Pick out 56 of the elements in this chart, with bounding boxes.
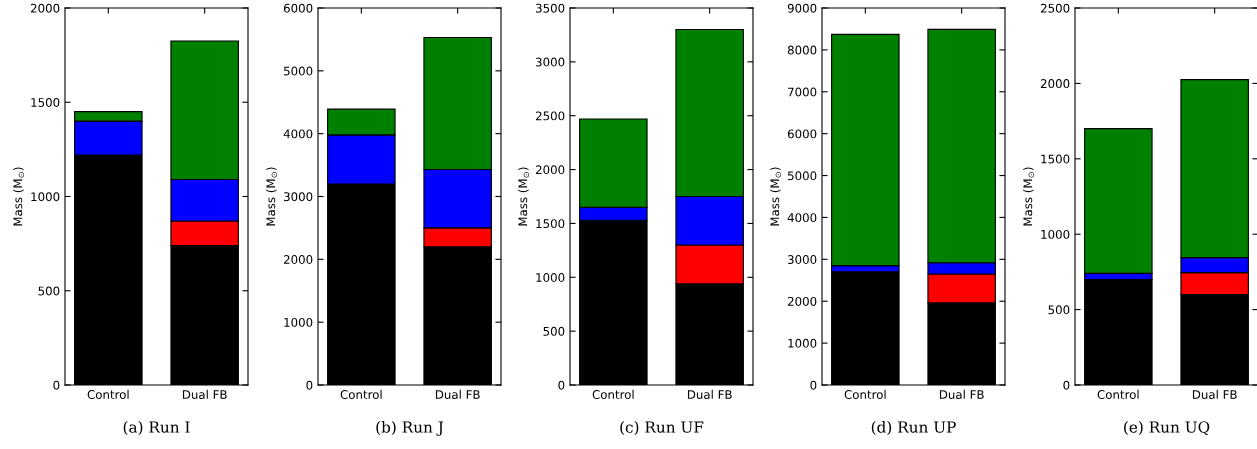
x-tick-label: Control bbox=[592, 389, 634, 399]
y-tick-label: 8000 bbox=[787, 45, 817, 55]
y-tick-label: 1000 bbox=[536, 273, 565, 282]
y-tick-label: 6000 bbox=[787, 129, 817, 139]
y-tick-label: 3500 bbox=[535, 3, 565, 13]
y-axis-title: Mass (M$_{⊙}$) bbox=[770, 167, 782, 226]
y-tick-label: 2000 bbox=[1040, 79, 1070, 89]
text: (e) Run UQ bbox=[1124, 421, 1210, 436]
y-tick-label: 0 bbox=[306, 380, 313, 390]
x-tick-label: Dual FB bbox=[1192, 389, 1237, 399]
y-tick-label: 0 bbox=[558, 380, 565, 390]
y-axis-title: Mass (M$_{⊙}$) bbox=[518, 167, 530, 226]
y-tick-label: 3000 bbox=[283, 192, 313, 202]
y-tick-label: 2000 bbox=[535, 165, 565, 175]
y-tick-label: 9000 bbox=[787, 3, 817, 13]
y-tick-label: 2500 bbox=[1040, 3, 1070, 13]
x-tick-label: Dual FB bbox=[182, 389, 227, 399]
text: (b) Run J bbox=[376, 421, 444, 436]
y-tick-label: 2000 bbox=[283, 255, 313, 264]
x-tick-label: Dual FB bbox=[687, 389, 732, 399]
y-tick-label: 1000 bbox=[31, 192, 60, 202]
y-tick-label: 2500 bbox=[535, 111, 565, 121]
y-tick-label: 2000 bbox=[30, 3, 60, 13]
x-tick-label: Control bbox=[87, 389, 129, 399]
y-tick-label: 6000 bbox=[283, 3, 313, 13]
y-tick-label: 7000 bbox=[788, 87, 817, 97]
y-tick-label: 0 bbox=[810, 380, 817, 390]
text: (d) Run UP bbox=[871, 421, 956, 435]
y-tick-label: 500 bbox=[1048, 305, 1070, 315]
x-tick-label: Control bbox=[340, 389, 382, 399]
y-tick-label: 1500 bbox=[31, 97, 60, 107]
y-tick-label: 500 bbox=[38, 286, 60, 296]
text: (c) Run UF bbox=[620, 421, 704, 435]
x-tick-label: Dual FB bbox=[939, 389, 984, 399]
y-tick-label: 1500 bbox=[536, 219, 565, 229]
x-tick-label: Control bbox=[1097, 389, 1139, 399]
y-tick-label: 5000 bbox=[788, 171, 817, 181]
y-axis-title: Mass (M$_{⊙}$) bbox=[1023, 167, 1035, 226]
y-tick-label: 0 bbox=[1063, 380, 1070, 390]
y-tick-label: 4000 bbox=[787, 213, 817, 223]
x-tick-label: Dual FB bbox=[435, 389, 480, 399]
y-axis-title: Mass (M$_{⊙}$) bbox=[266, 167, 278, 226]
y-tick-label: 2000 bbox=[787, 296, 817, 306]
y-tick-label: 5000 bbox=[284, 66, 313, 76]
y-tick-label: 1000 bbox=[788, 338, 817, 348]
y-tick-label: 1000 bbox=[1041, 229, 1070, 239]
y-tick-label: 4000 bbox=[283, 129, 313, 139]
y-tick-label: 3000 bbox=[535, 57, 565, 67]
y-tick-label: 0 bbox=[53, 380, 60, 390]
y-axis-title: Mass (M$_{⊙}$) bbox=[13, 167, 25, 226]
y-tick-label: 1500 bbox=[1041, 154, 1070, 164]
y-tick-label: 3000 bbox=[787, 255, 817, 264]
x-tick-label: Control bbox=[844, 389, 886, 399]
y-tick-label: 500 bbox=[543, 326, 565, 336]
text: (a) Run I bbox=[123, 421, 190, 435]
y-tick-label: 1000 bbox=[284, 317, 313, 327]
